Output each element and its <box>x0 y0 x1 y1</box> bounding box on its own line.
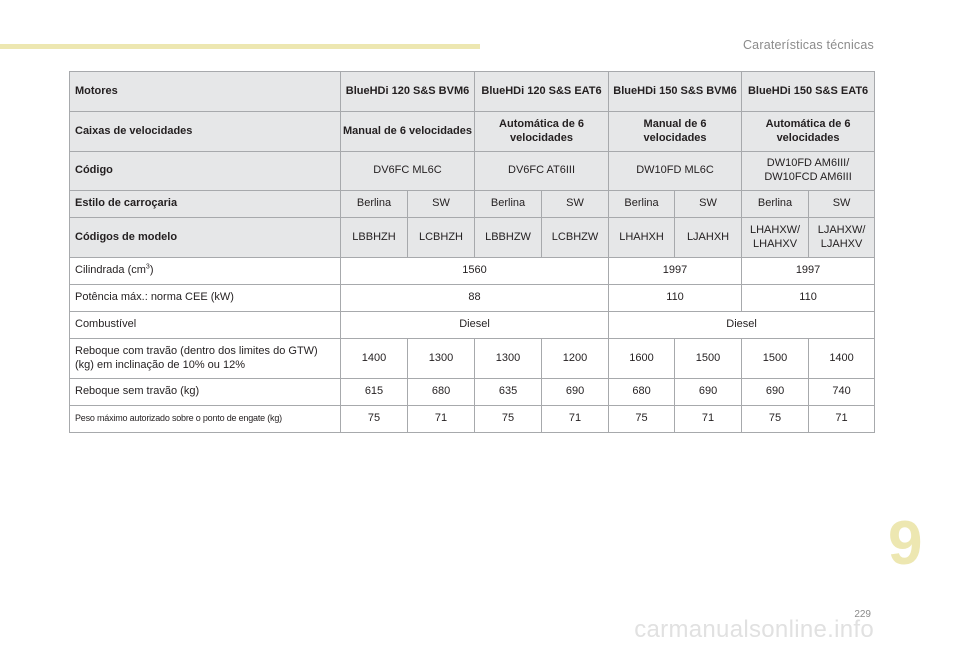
braked-trailer-cell: 1200 <box>541 338 610 379</box>
nose-weight-cell: 75 <box>340 405 408 433</box>
body-cell: Berlina <box>741 190 810 218</box>
gearbox-cell: Automática de 6 velocidades <box>474 111 610 152</box>
braked-trailer-row: Reboque com travão (dentro dos limites d… <box>69 338 876 379</box>
row-label: Peso máximo autorizado sobre o ponto de … <box>69 405 341 433</box>
section-title: Caraterísticas técnicas <box>742 38 874 52</box>
gearbox-cell: Manual de 6 velocidades <box>608 111 743 152</box>
row-label: Estilo de carroçaria <box>69 190 341 218</box>
gearbox-row: Caixas de velocidades Manual de 6 veloci… <box>69 111 876 152</box>
body-cell: SW <box>541 190 610 218</box>
code-cell: DW10FD ML6C <box>608 151 743 191</box>
model-code-cell: LHAHXH <box>608 217 676 258</box>
header-accent-bar <box>0 44 480 49</box>
body-cell: Berlina <box>608 190 676 218</box>
displacement-row: Cilindrada (cm3) 1560 1997 1997 <box>69 257 876 285</box>
unbraked-trailer-cell: 680 <box>608 378 676 406</box>
displacement-cell: 1997 <box>741 257 876 285</box>
body-cell: Berlina <box>340 190 408 218</box>
nose-weight-cell: 75 <box>474 405 543 433</box>
row-label: Código <box>69 151 341 191</box>
watermark: carmanualsonline.info <box>634 616 874 643</box>
body-cell: SW <box>808 190 876 218</box>
unbraked-trailer-cell: 690 <box>741 378 810 406</box>
code-cell: DV6FC ML6C <box>339 151 476 191</box>
model-code-cell: LCBHZW <box>541 217 610 258</box>
nose-weight-cell: 71 <box>541 405 610 433</box>
body-cell: SW <box>674 190 743 218</box>
chapter-number: 9 <box>888 509 923 578</box>
row-label: Reboque com travão (dentro dos limites d… <box>69 338 341 379</box>
gearbox-cell: Automática de 6 velocidades <box>741 111 876 152</box>
braked-trailer-cell: 1300 <box>474 338 543 379</box>
displacement-cell: 1997 <box>608 257 743 285</box>
technical-specs-table: Motores BlueHDi 120 S&S BVM6 BlueHDi 120… <box>69 71 876 433</box>
nose-weight-cell: 71 <box>406 405 476 433</box>
model-code-cell: LJAHXW/ LJAHXV <box>808 217 876 258</box>
power-cell: 110 <box>608 284 743 312</box>
row-label: Reboque sem travão (kg) <box>69 378 341 406</box>
row-label: Potência máx.: norma CEE (kW) <box>69 284 341 312</box>
displacement-label: Cilindrada (cm <box>75 264 146 277</box>
nose-weight-row: Peso máximo autorizado sobre o ponto de … <box>69 405 876 433</box>
unbraked-trailer-cell: 680 <box>406 378 476 406</box>
body-cell: Berlina <box>474 190 543 218</box>
code-row: Código DV6FC ML6C DV6FC AT6III DW10FD ML… <box>69 151 876 191</box>
row-label: Motores <box>69 71 341 112</box>
nose-weight-cell: 71 <box>674 405 743 433</box>
engine-cell: BlueHDi 120 S&S EAT6 <box>474 71 610 112</box>
braked-trailer-cell: 1400 <box>340 338 408 379</box>
nose-weight-cell: 75 <box>608 405 676 433</box>
unbraked-trailer-cell: 690 <box>674 378 743 406</box>
braked-trailer-cell: 1500 <box>741 338 810 379</box>
unbraked-trailer-cell: 740 <box>808 378 876 406</box>
displacement-label-end: ) <box>149 264 154 277</box>
engines-row: Motores BlueHDi 120 S&S BVM6 BlueHDi 120… <box>69 71 876 112</box>
braked-trailer-cell: 1500 <box>674 338 743 379</box>
engine-cell: BlueHDi 150 S&S BVM6 <box>608 71 743 112</box>
fuel-cell: Diesel <box>608 311 876 339</box>
code-cell: DW10FD AM6III/ DW10FCD AM6III <box>741 151 876 191</box>
model-code-cell: LBBHZW <box>474 217 543 258</box>
model-code-cell: LCBHZH <box>406 217 476 258</box>
displacement-cell: 1560 <box>339 257 610 285</box>
power-cell: 110 <box>741 284 876 312</box>
body-cell: SW <box>406 190 476 218</box>
fuel-cell: Diesel <box>339 311 610 339</box>
gearbox-cell: Manual de 6 velocidades <box>339 111 476 152</box>
unbraked-trailer-row: Reboque sem travão (kg) 615 680 635 690 … <box>69 378 876 406</box>
nose-weight-cell: 75 <box>741 405 810 433</box>
body-style-row: Estilo de carroçaria Berlina SW Berlina … <box>69 190 876 218</box>
engine-cell: BlueHDi 120 S&S BVM6 <box>339 71 476 112</box>
model-code-cell: LJAHXH <box>674 217 743 258</box>
braked-trailer-cell: 1400 <box>808 338 876 379</box>
unbraked-trailer-cell: 690 <box>541 378 610 406</box>
power-row: Potência máx.: norma CEE (kW) 88 110 110 <box>69 284 876 312</box>
engine-cell: BlueHDi 150 S&S EAT6 <box>741 71 876 112</box>
row-label: Combustível <box>69 311 341 339</box>
power-cell: 88 <box>339 284 610 312</box>
braked-trailer-cell: 1600 <box>608 338 676 379</box>
model-code-cell: LBBHZH <box>340 217 408 258</box>
code-cell: DV6FC AT6III <box>474 151 610 191</box>
page-number: 229 <box>854 609 871 620</box>
row-label: Caixas de velocidades <box>69 111 341 152</box>
unbraked-trailer-cell: 635 <box>474 378 543 406</box>
nose-weight-cell: 71 <box>808 405 876 433</box>
model-codes-row: Códigos de modelo LBBHZH LCBHZH LBBHZW L… <box>69 217 876 258</box>
unbraked-trailer-cell: 615 <box>340 378 408 406</box>
fuel-row: Combustível Diesel Diesel <box>69 311 876 339</box>
model-code-cell: LHAHXW/ LHAHXV <box>741 217 810 258</box>
displacement-superscript: 3 <box>145 263 150 271</box>
row-label: Códigos de modelo <box>69 217 341 258</box>
braked-trailer-cell: 1300 <box>406 338 476 379</box>
row-label: Cilindrada (cm3) <box>69 257 341 285</box>
